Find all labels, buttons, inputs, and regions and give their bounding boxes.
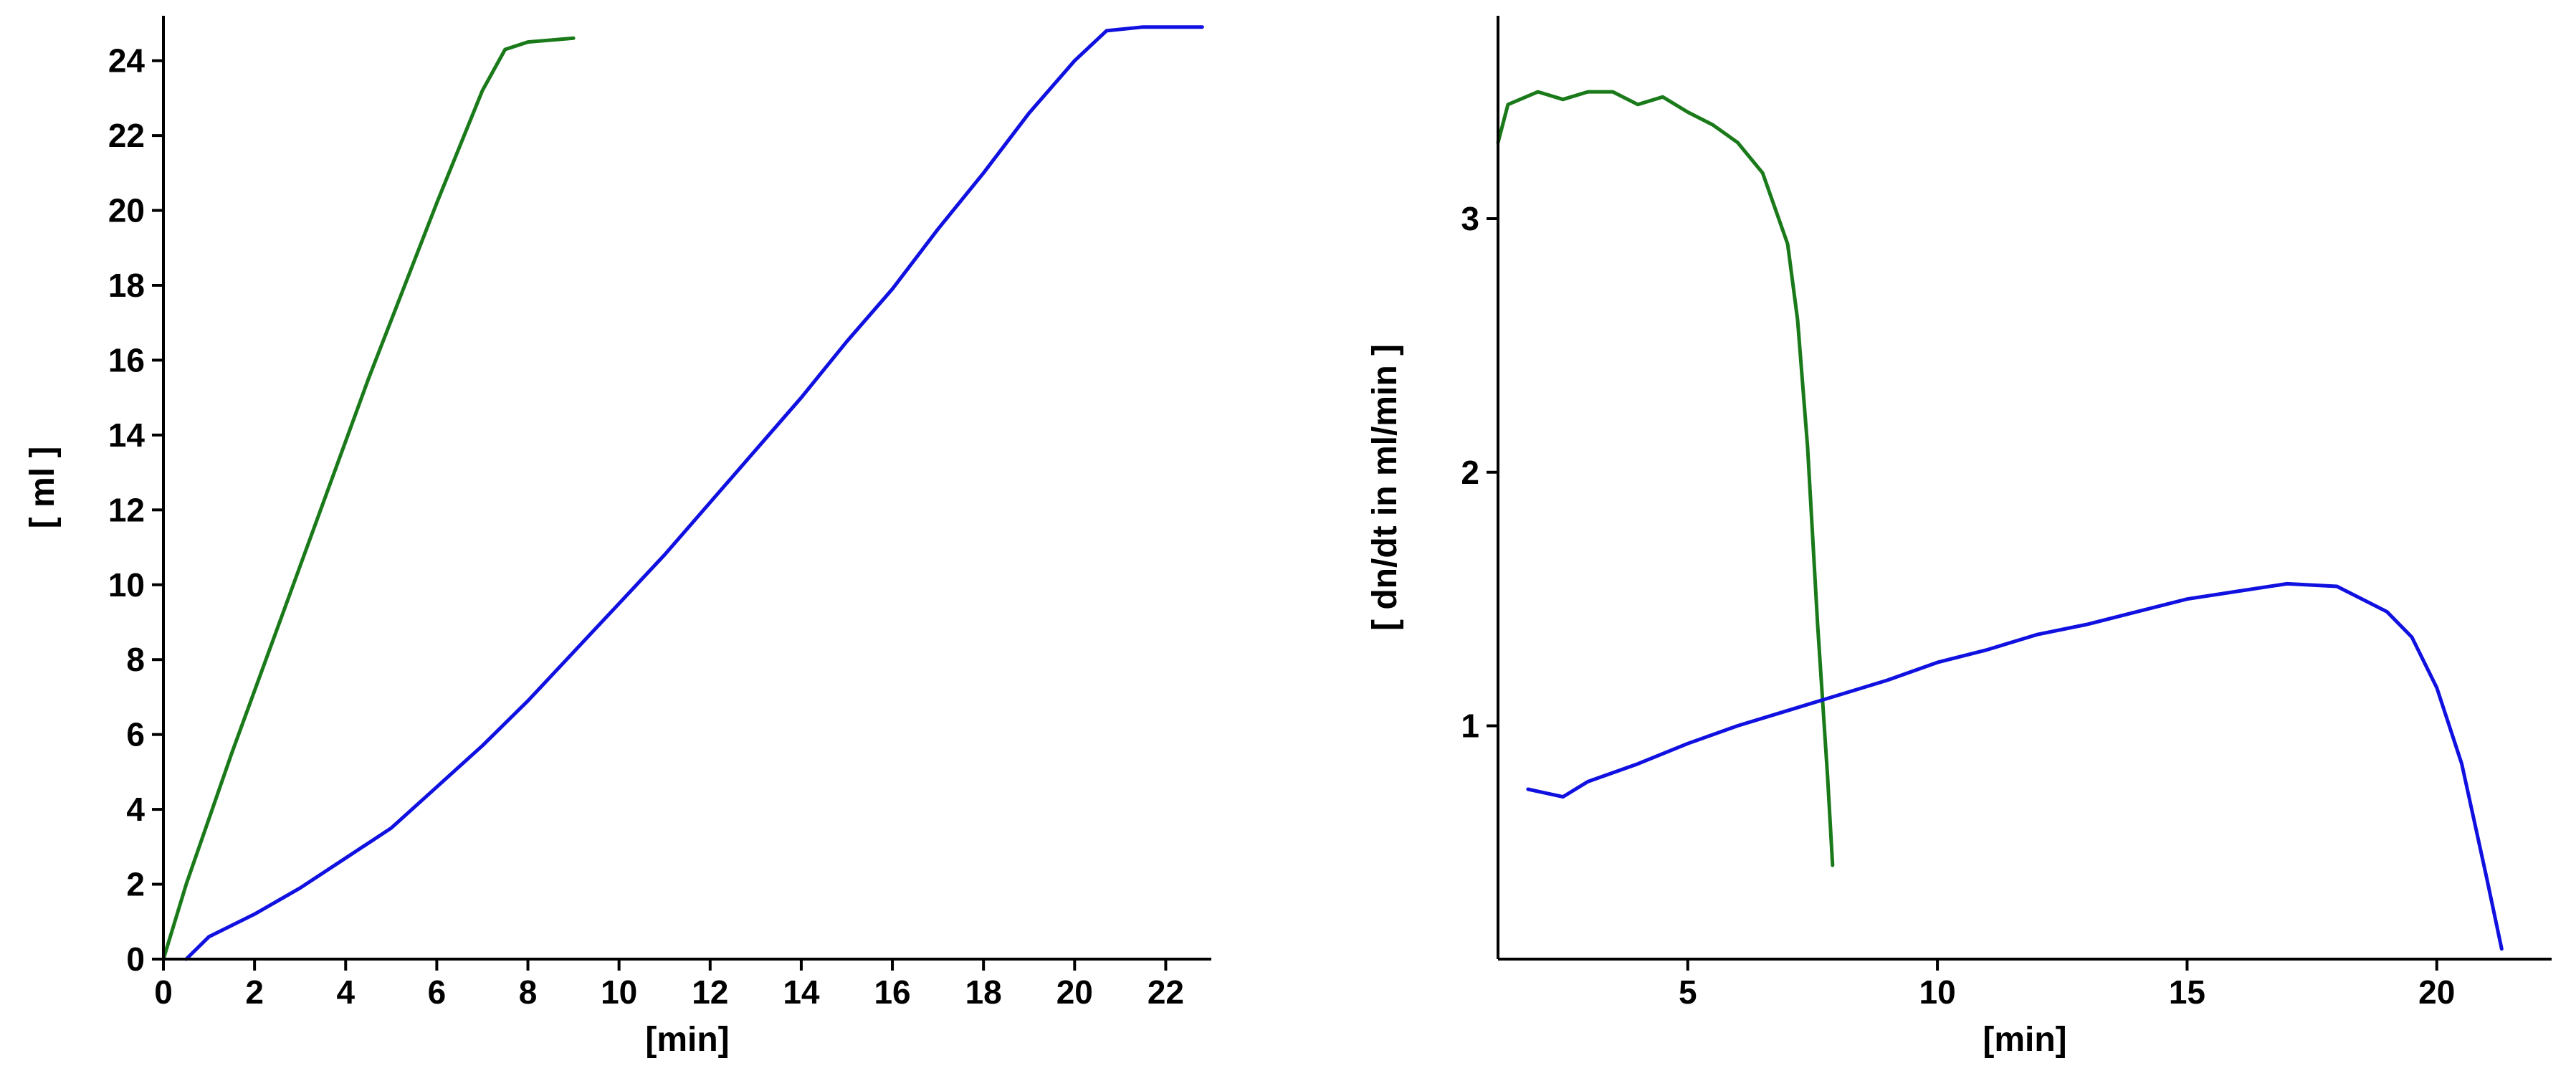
- x-tick-label: 0: [154, 973, 173, 1011]
- x-tick-label: 20: [2418, 973, 2455, 1011]
- series-line-2: [184, 25, 1204, 961]
- y-axis-title: [ ml ]: [24, 447, 62, 529]
- x-axis-title: [min]: [645, 1021, 729, 1059]
- y-tick-label: 18: [108, 267, 145, 304]
- x-tick-label: 18: [965, 973, 1002, 1011]
- series-line-1: [161, 36, 576, 961]
- y-tick-label: 4: [126, 791, 145, 828]
- y-tick-label: 12: [108, 491, 145, 528]
- y-tick-label: 2: [1461, 454, 1479, 491]
- y-tick-label: 16: [108, 341, 145, 378]
- x-tick-label: 22: [1148, 973, 1184, 1011]
- x-tick-label: 6: [428, 973, 447, 1011]
- chart-rate-vs-time: 5 10 15 20 1 2 3 [min] [ dn/dt in ml/min ]: [1366, 16, 2552, 1059]
- x-tick-label: 20: [1056, 973, 1093, 1011]
- y-tick-label: 20: [108, 192, 145, 229]
- x-tick-label: 12: [692, 973, 728, 1011]
- x-tick-label: 2: [245, 973, 264, 1011]
- y-tick-label: 8: [126, 641, 145, 678]
- x-tick-label: 8: [519, 973, 538, 1011]
- series-line-1: [1496, 90, 1835, 867]
- x-axis-title: [min]: [1983, 1021, 2066, 1059]
- y-tick-label: 22: [108, 117, 145, 154]
- x-tick-label: 5: [1679, 973, 1697, 1011]
- y-tick-label: 24: [108, 42, 146, 80]
- x-tick-label: 16: [874, 973, 910, 1011]
- y-tick-label: 14: [108, 416, 146, 454]
- x-tick-label: 10: [1919, 973, 1955, 1011]
- y-tick-label: 0: [126, 940, 145, 978]
- y-tick-label: 3: [1461, 200, 1479, 237]
- y-axis-title: [ dn/dt in ml/min ]: [1366, 344, 1404, 631]
- series-line-2: [1526, 581, 2504, 951]
- y-tick-label: 1: [1461, 708, 1479, 745]
- x-tick-label: 4: [336, 973, 355, 1011]
- x-tick-label: 10: [601, 973, 637, 1011]
- y-tick-label: 6: [126, 716, 145, 753]
- y-tick-label: 2: [126, 866, 145, 903]
- chart-volume-vs-time: 0 2 4 6 8 10 12 14 16 18 20 22024681012141618202224…: [24, 16, 1211, 1059]
- x-tick-label: 14: [783, 973, 820, 1011]
- y-tick-label: 10: [108, 566, 145, 604]
- x-tick-label: 15: [2169, 973, 2205, 1011]
